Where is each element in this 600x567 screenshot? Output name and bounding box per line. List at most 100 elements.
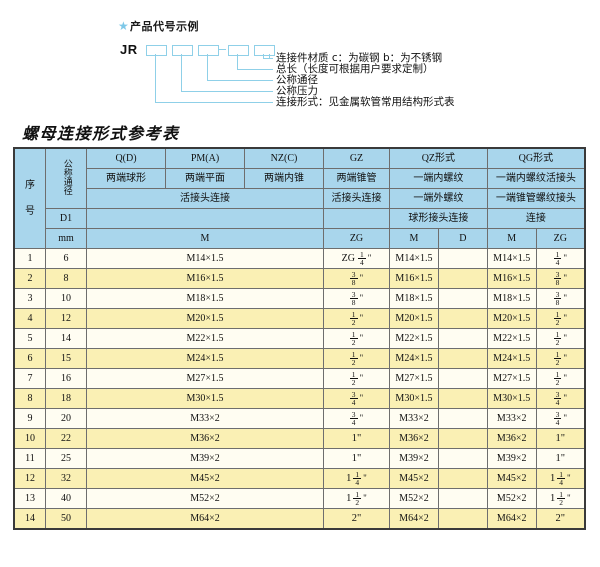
cell-qg-m: M27×1.5 (486, 368, 537, 389)
table-row: 7 16 M27×1.5 1 2 " M27×1.5 M27×1.5 1 2 " (13, 368, 586, 389)
cell-qz-m: M24×1.5 (389, 348, 439, 369)
leader-h-5 (263, 58, 273, 59)
cell-qg-zg: 2" (535, 508, 586, 530)
header-d1-qz: 球形接头连接 (389, 208, 488, 229)
cell-dn: 25 (45, 448, 87, 469)
cell-qz-d (437, 428, 488, 449)
cell-qz-m: M33×2 (389, 408, 439, 429)
cell-gz-zg: 1 1 4 " (323, 468, 390, 489)
leader-h-4 (237, 69, 273, 70)
table-row: 4 12 M20×1.5 1 2 " M20×1.5 M20×1.5 1 2 " (13, 308, 586, 329)
cell-m: M52×2 (86, 488, 324, 509)
header-group-pma: PM(A) (165, 147, 245, 169)
cell-qg-m: M30×1.5 (486, 388, 537, 409)
header-row-group: 序 号 公称通径 Q(D) PM(A) NZ(C) GZ QZ形式 QG形式 (13, 147, 586, 249)
header-unit-m-qg: M (486, 228, 537, 249)
cell-qg-m: M45×2 (486, 468, 537, 489)
header-unit-zg-gz: ZG (323, 228, 390, 249)
cell-qz-d (437, 448, 488, 469)
cell-qg-zg: 3 4 " (535, 408, 586, 429)
leader-v-5 (263, 54, 264, 58)
cell-m: M45×2 (86, 468, 324, 489)
leader-v-2 (181, 54, 182, 91)
cell-m: M24×1.5 (86, 348, 324, 369)
cell-qz-m: M22×1.5 (389, 328, 439, 349)
cell-qg-m: M64×2 (486, 508, 537, 530)
cell-gz-zg: ZG 1 4 " (323, 248, 390, 269)
cell-gz-zg: 1 2 " (323, 328, 390, 349)
cell-gz-zg: 1 2 " (323, 368, 390, 389)
cell-gz-zg: 1" (323, 428, 390, 449)
cell-qg-m: M52×2 (486, 488, 537, 509)
spec-table-container: 序 号 公称通径 Q(D) PM(A) NZ(C) GZ QZ形式 QG形式 两… (13, 147, 586, 530)
nut-connection-spec-table: 序 号 公称通径 Q(D) PM(A) NZ(C) GZ QZ形式 QG形式 两… (13, 147, 586, 530)
code-dash-separator (219, 49, 226, 50)
cell-qz-m: M14×1.5 (389, 248, 439, 269)
code-box-4 (228, 45, 249, 56)
cell-qz-d (437, 468, 488, 489)
cell-qg-zg: 1" (535, 448, 586, 469)
page-title: 螺母连接形式参考表 (22, 124, 180, 143)
header-conn-gz: 活接头连接 (323, 188, 390, 209)
cell-qz-m: M52×2 (389, 488, 439, 509)
cell-m: M33×2 (86, 408, 324, 429)
header-form-nzc: 两端内锥 (244, 168, 324, 189)
leader-h-2 (181, 91, 273, 92)
header-unit-m-left: M (86, 228, 324, 249)
header-group-nzc: NZ(C) (244, 147, 324, 169)
cell-qg-zg: 1 2 " (535, 348, 586, 369)
header-form-pma: 两端平面 (165, 168, 245, 189)
cell-dn: 10 (45, 288, 87, 309)
cell-seq: 9 (13, 408, 46, 429)
header-unit-d-qz: D (437, 228, 488, 249)
header-row-units: mm M ZG M D M ZG (14, 228, 586, 249)
cell-dn: 6 (45, 248, 87, 269)
cell-qz-m: M30×1.5 (389, 388, 439, 409)
cell-m: M14×1.5 (86, 248, 324, 269)
cell-seq: 11 (13, 448, 46, 469)
table-row: 8 18 M30×1.5 3 4 " M30×1.5 M30×1.5 3 4 " (13, 388, 586, 409)
header-group-gz: GZ (323, 147, 390, 169)
cell-m: M18×1.5 (86, 288, 324, 309)
cell-qg-m: M39×2 (486, 448, 537, 469)
leader-v-3 (207, 54, 208, 80)
code-box-3 (198, 45, 219, 56)
cell-qz-d (437, 268, 488, 289)
header-row-d1: D1 球形接头连接 连接 (14, 208, 586, 229)
cell-gz-zg: 1 2 " (323, 348, 390, 369)
cell-qz-m: M45×2 (389, 468, 439, 489)
header-group-qg: QG形式 (486, 147, 586, 169)
cell-qz-d (437, 368, 488, 389)
cell-gz-zg: 3 8 " (323, 268, 390, 289)
header-group-qd: Q(D) (86, 147, 166, 169)
cell-qg-zg: 1 4 " (535, 248, 586, 269)
cell-qg-m: M24×1.5 (486, 348, 537, 369)
code-box-5 (254, 45, 275, 56)
product-code-example-diagram: ★ 产品代号示例 JR 连接件材质 c：为碳钢 b：为不锈钢 总长（长度可根据用… (0, 0, 600, 120)
code-label-material: 连接件材质 c：为碳钢 b：为不锈钢 (276, 52, 443, 64)
header-dn-vertical: 公称通径 (45, 147, 87, 209)
cell-dn: 22 (45, 428, 87, 449)
header-row-form: 两端球形 两端平面 两端内锥 两端锥管 一端内螺纹 一端内螺纹活接头 (14, 168, 586, 189)
cell-seq: 3 (13, 288, 46, 309)
header-row-connection: 活接头连接 活接头连接 一端外螺纹 一端锥管螺纹接头 (14, 188, 586, 209)
leader-line-1-vertical-b (269, 54, 270, 58)
cell-qz-d (437, 408, 488, 429)
cell-qz-d (437, 508, 488, 530)
cell-m: M39×2 (86, 448, 324, 469)
header-conn-qg: 一端锥管螺纹接头 (486, 188, 586, 209)
cell-qg-m: M16×1.5 (486, 268, 537, 289)
cell-dn: 14 (45, 328, 87, 349)
cell-qz-d (437, 248, 488, 269)
cell-dn: 12 (45, 308, 87, 329)
header-d1: D1 (45, 208, 87, 229)
table-row: 3 10 M18×1.5 3 8 " M18×1.5 M18×1.5 3 8 " (13, 288, 586, 309)
cell-gz-zg: 3 4 " (323, 408, 390, 429)
cell-qz-m: M39×2 (389, 448, 439, 469)
cell-qg-zg: 1" (535, 428, 586, 449)
cell-m: M22×1.5 (86, 328, 324, 349)
code-label-pressure: 公称压力 (276, 85, 318, 97)
cell-seq: 6 (13, 348, 46, 369)
cell-seq: 1 (13, 248, 46, 269)
cell-m: M27×1.5 (86, 368, 324, 389)
